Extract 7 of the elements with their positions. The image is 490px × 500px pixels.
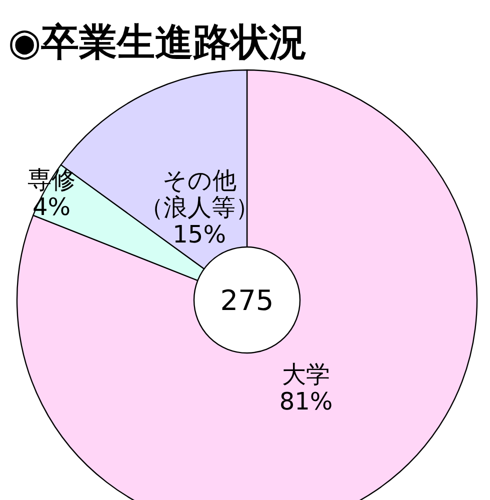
- text: 275: [220, 284, 274, 317]
- slice-label: 専修: [27, 166, 76, 194]
- chart-title: ◉卒業生進路状況: [8, 20, 308, 64]
- slice-label: 大学: [282, 360, 330, 388]
- data-label: 15%: [172, 220, 226, 248]
- data-label: 81%: [279, 387, 333, 416]
- slice-label: その他（浪人等）: [139, 166, 260, 222]
